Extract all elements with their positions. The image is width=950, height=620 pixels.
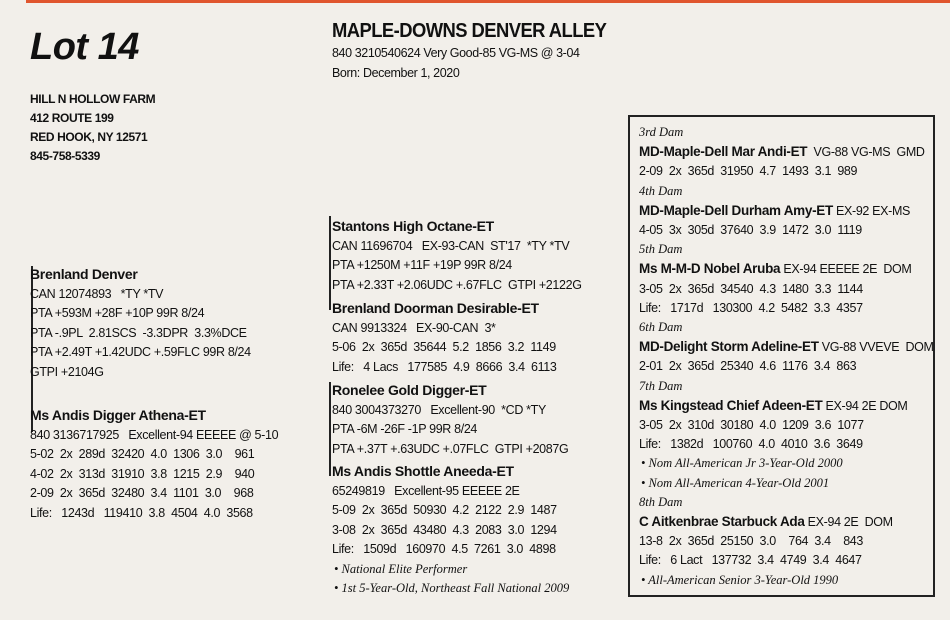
dam-classification: VG-88 VVEVE DOM	[818, 340, 934, 355]
dam-name-line: MD-Delight Storm Adeline-ET VG-88 VVEVE …	[639, 337, 934, 357]
dam-name-line: Ms Kingstead Chief Adeen-ET EX-94 2E DOM	[639, 396, 934, 416]
dam-generation-label: 7th Dam	[639, 378, 683, 393]
honor-bullet: • Nom All-American Jr 3-Year-Old 2000	[641, 456, 843, 471]
animal-name: Brenland Doorman Desirable-ET	[332, 300, 539, 316]
dam-name-line: MD-Maple-Dell Durham Amy-ET EX-92 EX-MS	[639, 201, 934, 221]
sire-block: Brenland Denver CAN 12074893 *TY *TV PTA +…	[30, 264, 251, 382]
dam-generation-label: 3rd Dam	[639, 125, 684, 139]
dam-classification: EX-92 EX-MS	[832, 203, 910, 218]
consignor-address: HILL N HOLLOW FARM 412 ROUTE 199 RED HOO…	[30, 90, 156, 166]
animal-name: Ms Andis Digger Athena-ET	[30, 407, 206, 423]
consignor-phone: 845-758-5339	[30, 149, 100, 163]
info-line: PTA +.37T +.63UDC +.07FLC GTPI +2087G	[332, 441, 569, 456]
dam-generation-label: 8th Dam	[639, 494, 683, 509]
dams-list: 3rd Dam MD-Maple-Dell Mar Andi-ET VG-88 V…	[639, 123, 934, 590]
dam-name-line: Ms M-M-D Nobel Aruba EX-94 EEEEE 2E DOM	[639, 259, 934, 279]
record-line: 2-09 2x 365d 31950 4.7 1493 3.1 989	[639, 164, 858, 179]
honor-bullet: • National Elite Performer	[334, 561, 468, 576]
info-line: 65249819 Excellent-95 EEEEE 2E	[332, 484, 520, 498]
info-line: CAN 12074893 *TY *TV	[30, 287, 164, 301]
consignor-name: HILL N HOLLOW FARM	[30, 92, 156, 106]
animal-name: Ronelee Gold Digger-ET	[332, 382, 487, 398]
info-line: Life: 1243d 119410 3.8 4504 4.0 3568	[30, 505, 253, 520]
info-line: 3-08 2x 365d 43480 4.3 2083 3.0 1294	[332, 522, 557, 537]
consignor-street: 412 ROUTE 199	[30, 111, 114, 125]
dam-classification: EX-94 2E DOM	[804, 515, 893, 530]
honor-bullet: • All-American Senior 3-Year-Old 1990	[641, 572, 839, 587]
info-line: 5-02 2x 289d 32420 4.0 1306 3.0 961	[30, 447, 255, 462]
dam-dam-block: Ms Andis Shottle Aneeda-ET 65249819 Excel…	[332, 461, 569, 598]
info-line: GTPI +2104G	[30, 364, 104, 379]
consignor-city: RED HOOK, NY 12571	[30, 130, 148, 144]
dam-classification: EX-94 2E DOM	[822, 398, 908, 413]
record-line: 3-05 2x 310d 30180 4.0 1209 3.6 1077	[639, 418, 864, 433]
info-line: 5-06 2x 365d 35644 5.2 1856 3.2 1149	[332, 340, 556, 355]
dam-generation-label: 4th Dam	[639, 183, 683, 198]
top-accent-bar	[26, 0, 950, 3]
dam-generation-label: 5th Dam	[639, 242, 683, 257]
animal-name: Brenland Denver	[30, 266, 138, 282]
info-line: 840 3136717925 Excellent-94 EEEEE @ 5-10	[30, 428, 279, 442]
info-line: Life: 4 Lacs 177585 4.9 8666 3.4 6113	[332, 359, 557, 374]
record-line: 13-8 2x 365d 25150 3.0 764 3.4 843	[639, 534, 864, 549]
dam-name: MD-Maple-Dell Mar Andi-ET	[639, 144, 808, 160]
dam-name-line: MD-Maple-Dell Mar Andi-ET VG-88 VG-MS GM…	[639, 142, 934, 162]
animal-name: Stantons High Octane-ET	[332, 218, 494, 234]
dam-name: MD-Maple-Dell Durham Amy-ET	[639, 202, 833, 218]
dam-name: MD-Delight Storm Adeline-ET	[639, 339, 819, 355]
record-line: 4-05 3x 305d 37640 3.9 1472 3.0 1119	[639, 223, 862, 238]
dam-block: Ms Andis Digger Athena-ET 840 3136717925 …	[30, 405, 279, 523]
info-line: PTA +2.49T +1.42UDC +.59FLC 99R 8/24	[30, 345, 251, 360]
record-line: 3-05 2x 365d 34540 4.3 1480 3.3 1144	[639, 281, 863, 296]
sire-sire-block: Stantons High Octane-ET CAN 11696704 EX-9…	[332, 216, 582, 295]
info-line: 2-09 2x 365d 32480 3.4 1101 3.0 968	[30, 486, 254, 501]
honor-bullet: • 1st 5-Year-Old, Northeast Fall Nationa…	[334, 581, 570, 596]
pedigree-bracket	[329, 382, 331, 476]
info-line: CAN 9913324 EX-90-CAN 3*	[332, 321, 496, 335]
dam-classification: VG-88 VG-MS GMD	[807, 145, 925, 160]
dam-name: Ms M-M-D Nobel Aruba	[639, 261, 781, 277]
dam-name: C Aitkenbrae Starbuck Ada	[639, 514, 805, 530]
info-line: CAN 11696704 EX-93-CAN ST'17 *TY *TV	[332, 239, 570, 253]
info-line: PTA +2.33T +2.06UDC +.67FLC GTPI +2122G	[332, 277, 582, 292]
dam-name-line: C Aitkenbrae Starbuck Ada EX-94 2E DOM	[639, 512, 934, 532]
dam-generation-label: 6th Dam	[639, 320, 683, 335]
pedigree-bracket	[329, 216, 331, 310]
sire-dam-block: Brenland Doorman Desirable-ET CAN 9913324…	[332, 298, 557, 377]
info-line: PTA -6M -26F -1P 99R 8/24	[332, 422, 478, 437]
honor-bullet: • Nom All-American 4-Year-Old 2001	[641, 475, 830, 490]
animal-id-line: 840 3210540624 Very Good-85 VG-MS @ 3-04	[332, 46, 580, 60]
info-line: Life: 1509d 160970 4.5 7261 3.0 4898	[332, 542, 556, 557]
info-line: PTA +593M +28F +10P 99R 8/24	[30, 306, 205, 321]
dam-classification: EX-94 EEEEE 2E DOM	[780, 262, 912, 277]
record-line: Life: 1382d 100760 4.0 4010 3.6 3649	[639, 437, 863, 452]
dam-sire-block: Ronelee Gold Digger-ET 840 3004373270 Exc…	[332, 380, 569, 459]
info-line: 4-02 2x 313d 31910 3.8 1215 2.9 940	[30, 466, 255, 481]
animal-name: MAPLE-DOWNS DENVER ALLEY	[332, 20, 607, 42]
dam-name: Ms Kingstead Chief Adeen-ET	[639, 397, 823, 413]
info-line: 5-09 2x 365d 50930 4.2 2122 2.9 1487	[332, 503, 557, 518]
animal-name: Ms Andis Shottle Aneeda-ET	[332, 463, 514, 479]
animal-born: Born: December 1, 2020	[332, 66, 460, 80]
female-line-box: 3rd Dam MD-Maple-Dell Mar Andi-ET VG-88 V…	[628, 115, 935, 597]
record-line: 2-01 2x 365d 25340 4.6 1176 3.4 863	[639, 359, 857, 374]
record-line: Life: 6 Lact 137732 3.4 4749 3.4 4647	[639, 553, 862, 568]
record-line: Life: 1717d 130300 4.2 5482 3.3 4357	[639, 300, 863, 315]
info-line: PTA +1250M +11F +19P 99R 8/24	[332, 258, 512, 273]
info-line: 840 3004373270 Excellent-90 *CD *TY	[332, 403, 546, 417]
pedigree-bracket	[31, 266, 33, 432]
info-line: PTA -.9PL 2.81SCS -3.3DPR 3.3%DCE	[30, 325, 247, 340]
lot-number: Lot 14	[30, 26, 139, 68]
animal-header: MAPLE-DOWNS DENVER ALLEY 840 3210540624 …	[332, 20, 630, 83]
